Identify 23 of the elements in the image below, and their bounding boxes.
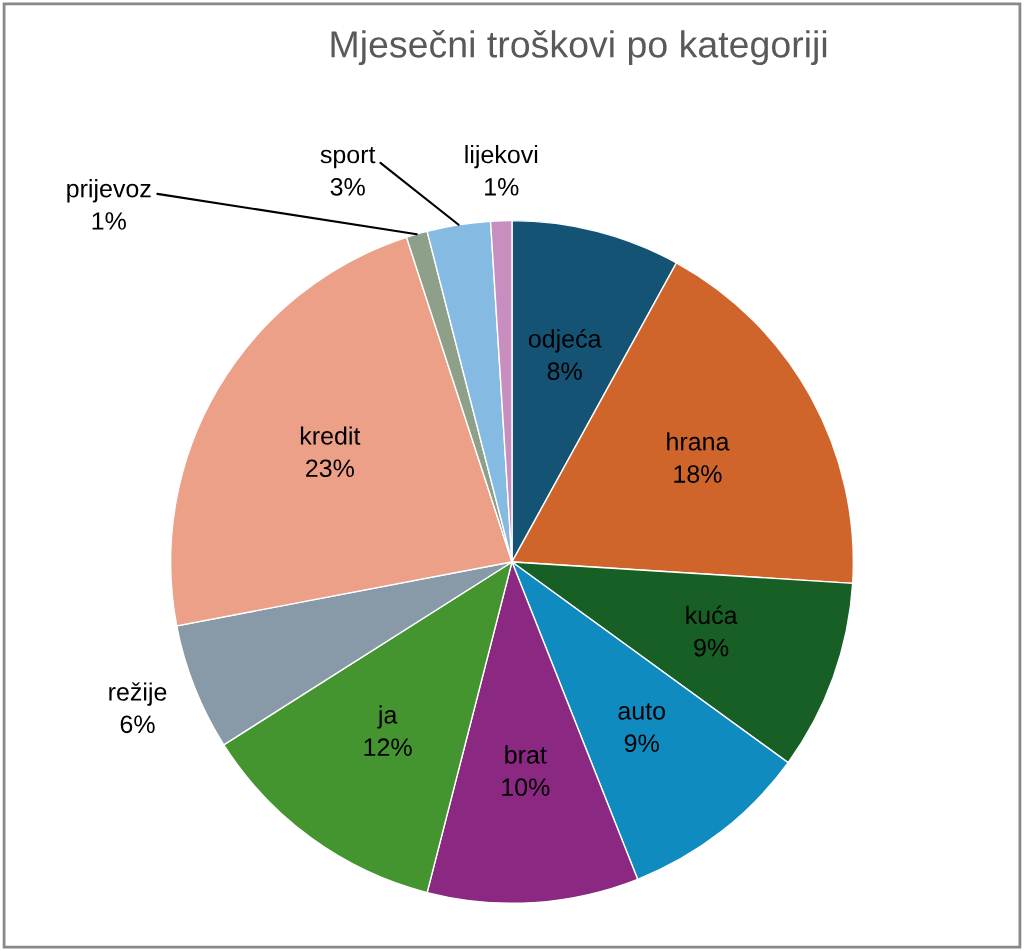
slice-label: odjeća [528,328,602,353]
data-label: 18% [674,465,722,483]
data-label: 1% [92,212,126,230]
slice-label: kuća [686,605,738,625]
data-label: 1% [485,178,519,196]
slice-label: prijevoz [67,179,151,203]
data-label: 12% [364,738,412,756]
data-label: 6% [120,715,155,734]
data-label: 10% [502,778,550,797]
slice-label: lijekovi [465,144,538,169]
slice-label: režije [109,682,167,706]
data-label: 9% [694,638,729,657]
slice-label: brat [505,745,547,764]
chart-title: Mjesečni troškovi po kategoriji [331,30,827,66]
data-label: 23% [306,459,354,478]
data-label: 3% [330,178,365,196]
data-label: 9% [624,734,659,753]
slice-label: hrana [667,432,730,451]
slice-label: kredit [300,426,361,445]
slice-label: auto [618,703,665,720]
slice-label: sport [320,146,376,169]
slice-label: ja [377,705,398,729]
data-label: 8% [547,362,582,380]
